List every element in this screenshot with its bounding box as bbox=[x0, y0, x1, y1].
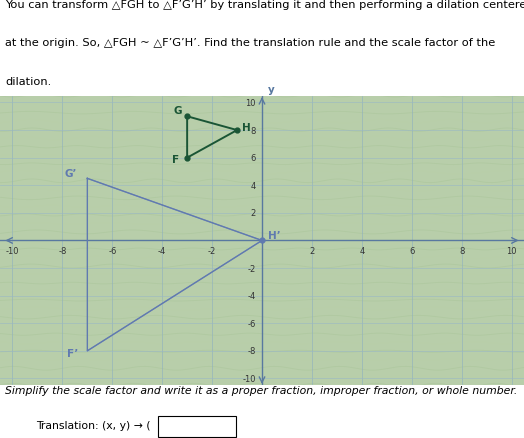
Text: Simplify the scale factor and write it as a proper fraction, improper fraction, : Simplify the scale factor and write it a… bbox=[5, 385, 518, 396]
Text: F’: F’ bbox=[68, 348, 79, 358]
Text: -10: -10 bbox=[242, 374, 256, 383]
Text: -2: -2 bbox=[247, 264, 256, 273]
Text: You can transform △FGH to △F’G’H’ by translating it and then performing a dilati: You can transform △FGH to △F’G’H’ by tra… bbox=[5, 0, 524, 10]
Text: -8: -8 bbox=[247, 346, 256, 356]
Text: -4: -4 bbox=[247, 291, 256, 300]
Text: y: y bbox=[268, 85, 275, 95]
Text: 4: 4 bbox=[250, 181, 256, 191]
Text: -6: -6 bbox=[108, 247, 116, 255]
Text: -4: -4 bbox=[158, 247, 166, 255]
Text: -10: -10 bbox=[6, 247, 19, 255]
Text: 8: 8 bbox=[250, 126, 256, 135]
Text: -8: -8 bbox=[58, 247, 67, 255]
Text: Translation: (x, y) → (: Translation: (x, y) → ( bbox=[36, 420, 151, 430]
Text: 10: 10 bbox=[245, 99, 256, 108]
Text: H: H bbox=[242, 123, 250, 133]
Text: G’: G’ bbox=[65, 168, 77, 178]
Text: 8: 8 bbox=[459, 247, 464, 255]
Text: -2: -2 bbox=[208, 247, 216, 255]
Text: F: F bbox=[172, 155, 179, 164]
Text: 2: 2 bbox=[250, 209, 256, 218]
Text: 2: 2 bbox=[309, 247, 314, 255]
Text: H’: H’ bbox=[268, 231, 281, 241]
Text: at the origin. So, △FGH ~ △F’G’H’. Find the translation rule and the scale facto: at the origin. So, △FGH ~ △F’G’H’. Find … bbox=[5, 38, 496, 48]
Text: dilation.: dilation. bbox=[5, 77, 51, 87]
Text: 6: 6 bbox=[250, 154, 256, 163]
Text: 6: 6 bbox=[409, 247, 414, 255]
Text: -6: -6 bbox=[247, 319, 256, 328]
FancyBboxPatch shape bbox=[158, 417, 236, 438]
Text: 10: 10 bbox=[506, 247, 517, 255]
Text: 4: 4 bbox=[359, 247, 364, 255]
Text: G: G bbox=[173, 106, 182, 116]
